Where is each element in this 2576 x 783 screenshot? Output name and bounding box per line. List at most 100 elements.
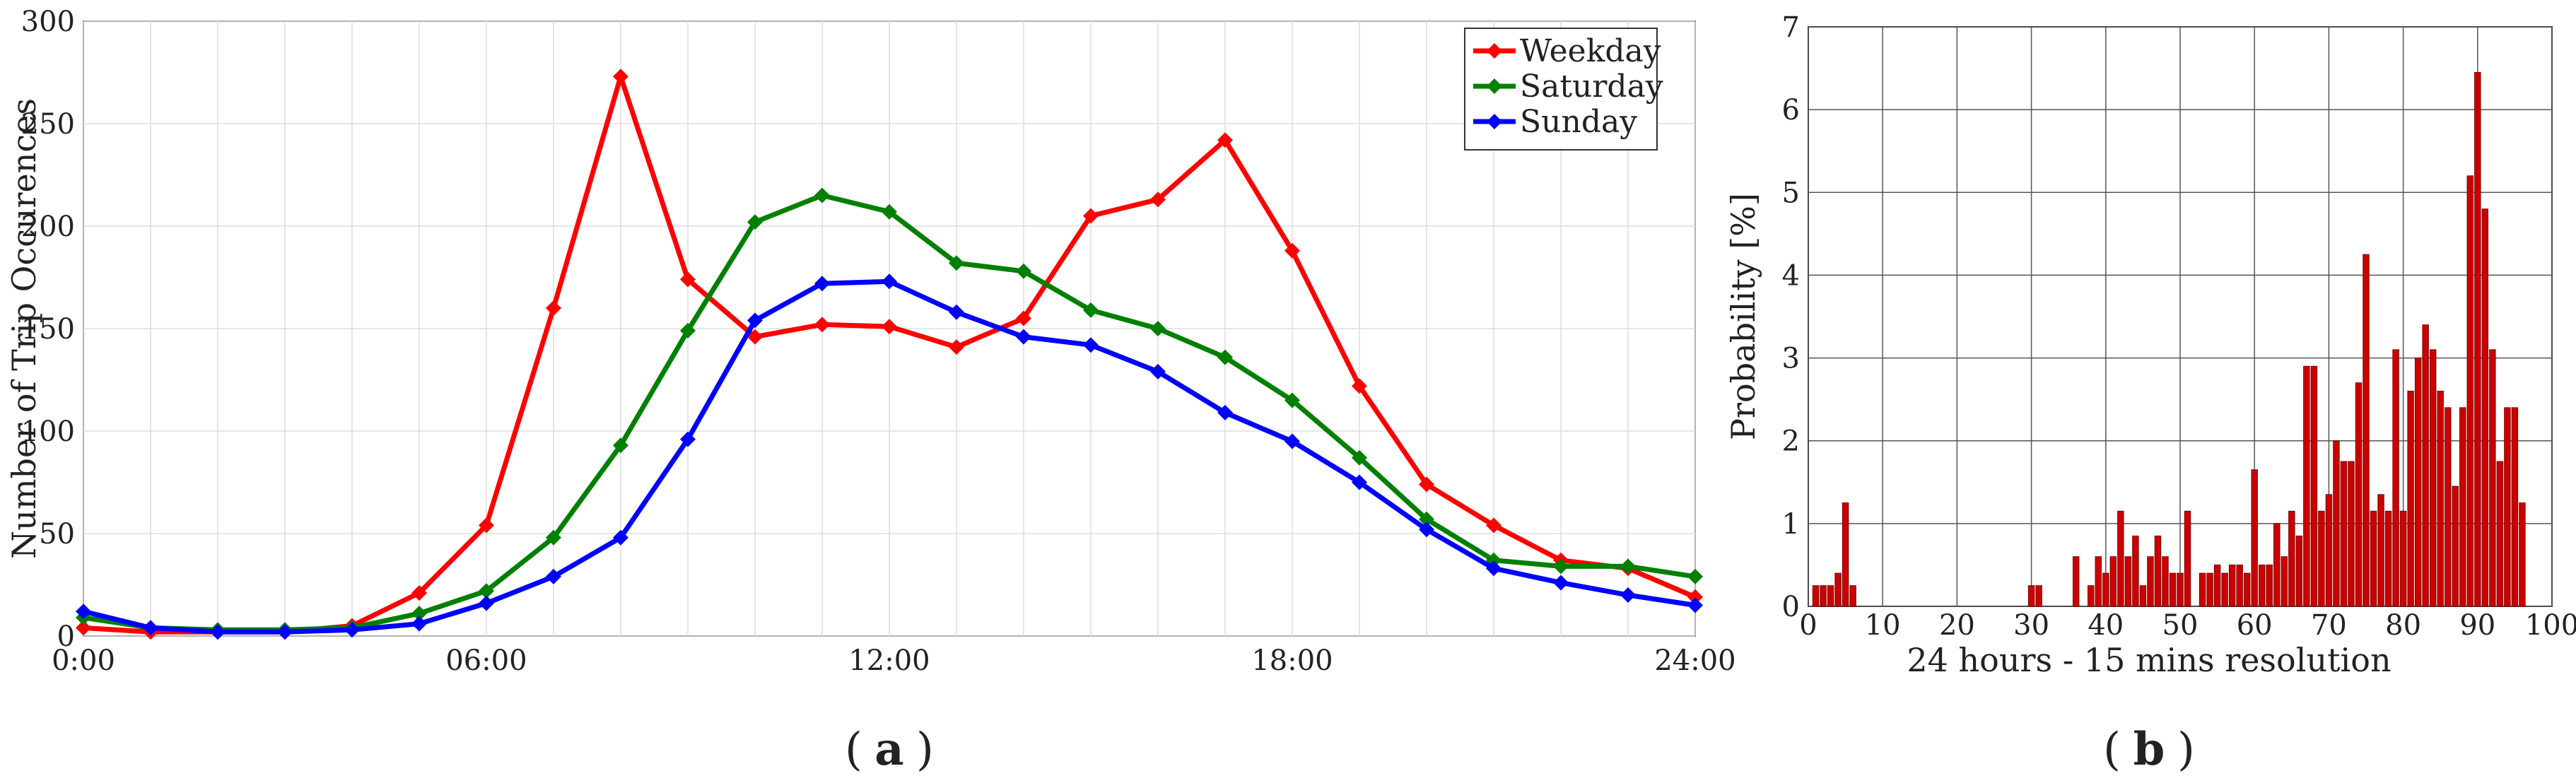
data-point (143, 620, 158, 636)
x-tick-label: 10 (1865, 609, 1901, 642)
bar (2303, 365, 2310, 607)
bar (2466, 175, 2473, 607)
data-point (1016, 329, 1031, 345)
bar (2124, 556, 2132, 607)
caption-b-letter: b (2133, 723, 2165, 776)
data-point (747, 329, 763, 345)
bar (2236, 564, 2243, 607)
data-point (1486, 517, 1501, 534)
bar (2132, 535, 2139, 607)
bar (2422, 324, 2429, 607)
data-point (210, 624, 226, 640)
data-point (1217, 404, 1233, 420)
y-tick-label: 1 (1782, 508, 1800, 541)
bar (2288, 510, 2295, 607)
bar (2452, 485, 2459, 607)
bar (2221, 572, 2228, 607)
bar (2027, 585, 2035, 607)
caption-a-letter: a (874, 723, 903, 776)
data-point (1419, 476, 1434, 493)
data-point (1419, 511, 1434, 527)
bar (2177, 572, 2184, 607)
legend-label: Weekday (1520, 33, 1661, 69)
y-tick-label: 0 (1782, 591, 1800, 623)
bar (1849, 585, 1856, 607)
legend-label: Saturday (1520, 69, 1663, 105)
series-sunday (76, 273, 1703, 640)
bar (2474, 71, 2481, 607)
data-point (1150, 192, 1166, 208)
bar (2251, 469, 2258, 607)
data-point (1620, 558, 1636, 575)
bar (2199, 572, 2206, 607)
x-tick-label: 30 (2013, 609, 2049, 642)
data-point (882, 319, 897, 335)
legend-marker (1487, 78, 1502, 94)
x-axis-label-b: 24 hours - 15 mins resolution (1907, 641, 2391, 679)
data-point (344, 622, 360, 638)
bar (2088, 585, 2095, 607)
x-tick-label: 20 (1939, 609, 1975, 642)
data-point (1016, 263, 1031, 279)
bar (2481, 208, 2489, 607)
data-point (747, 312, 763, 329)
data-point (613, 69, 628, 85)
data-point (1687, 597, 1703, 613)
bar (2243, 572, 2251, 607)
data-point (1016, 310, 1031, 326)
x-tick-label: 12:00 (848, 644, 930, 677)
svg-text:(: ( (845, 724, 862, 776)
svg-text:): ) (2177, 724, 2195, 776)
data-point (76, 604, 91, 620)
data-point (747, 214, 763, 230)
data-point (814, 187, 830, 204)
x-tick-label: 60 (2237, 609, 2273, 642)
x-tick-label: 24:00 (1654, 644, 1735, 677)
x-tick-label: 40 (2088, 609, 2124, 642)
bar (2169, 572, 2177, 607)
caption-b: ( b ) (2103, 723, 2195, 776)
data-point (680, 271, 696, 288)
data-point (1083, 302, 1099, 318)
bar (2035, 585, 2042, 607)
y-axis-label-a: Number of Trip Occurences (5, 98, 43, 559)
data-point (411, 606, 427, 622)
series-a (76, 69, 1703, 640)
bar (2519, 502, 2526, 607)
bar (2504, 407, 2511, 607)
bar (2139, 585, 2147, 607)
data-point (613, 437, 628, 454)
data-point (814, 276, 830, 292)
data-point (1352, 378, 1367, 394)
bar (2147, 556, 2154, 607)
data-point (1486, 560, 1501, 577)
legend-marker (1487, 114, 1502, 129)
bar (2095, 556, 2102, 607)
bar (2377, 494, 2384, 607)
bar (2266, 564, 2273, 607)
y-tick-label: 6 (1782, 94, 1800, 126)
bar (1820, 585, 1827, 607)
data-point (1352, 449, 1367, 466)
data-point (1620, 587, 1636, 603)
y-tick-label: 2 (1782, 425, 1800, 458)
data-point (1217, 132, 1233, 148)
bar (2363, 254, 2370, 607)
data-point (411, 616, 427, 632)
bar (2333, 440, 2340, 607)
data-point (411, 585, 427, 601)
bar (2184, 510, 2191, 607)
x-tick-label: 90 (2459, 609, 2495, 642)
bar (2273, 523, 2281, 607)
bar (2414, 358, 2422, 607)
y-tick-label: 3 (1782, 343, 1800, 375)
bar (2109, 556, 2117, 607)
bar (2511, 407, 2519, 607)
bar (2355, 382, 2363, 607)
bar (2213, 564, 2221, 607)
data-point (479, 583, 494, 599)
bar (2496, 461, 2504, 607)
bar (2206, 572, 2213, 607)
